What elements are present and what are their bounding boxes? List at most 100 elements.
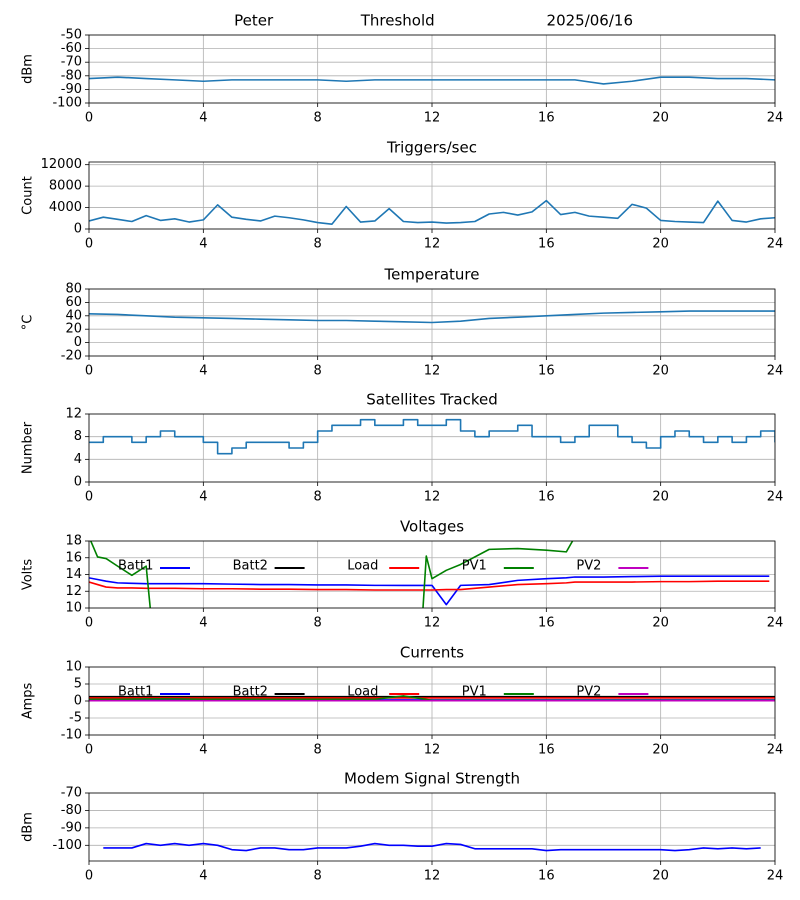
y-tick-label: 12 [65,584,82,599]
y-axis-label: Volts [21,559,36,591]
x-tick-label: 0 [85,237,93,252]
x-tick-label: 16 [538,364,555,379]
x-tick-label: 20 [652,869,669,884]
x-tick-label: 4 [199,869,207,884]
x-tick-label: 12 [424,869,441,884]
y-axis-label: dBm [21,812,36,842]
x-tick-label: 0 [85,364,93,379]
y-tick-label: -100 [52,838,82,853]
legend-label: Batt2 [233,559,268,574]
x-tick-label: 4 [199,616,207,631]
legend-label: PV2 [576,685,601,700]
data-line [89,418,775,455]
x-tick-label: 20 [652,364,669,379]
y-tick-label: 60 [65,295,82,310]
y-tick-label: -20 [61,349,82,364]
y-tick-label: -5 [69,711,82,726]
x-tick-label: 20 [652,490,669,505]
y-tick-label: 12000 [41,157,82,172]
y-tick-label: 8 [74,429,82,444]
y-axis-label: Number [21,421,36,474]
plot-area [89,76,775,85]
x-tick-label: 0 [85,490,93,505]
chart-title: Threshold [360,12,435,30]
x-tick-label: 20 [652,616,669,631]
x-tick-label: 24 [767,869,784,884]
plot-area [89,418,775,455]
x-tick-label: 8 [314,869,322,884]
y-tick-label: -10 [61,728,82,743]
y-tick-label: 18 [65,534,82,549]
y-axis-label: dBm [21,54,36,84]
x-tick-label: 0 [85,869,93,884]
x-tick-label: 12 [424,364,441,379]
y-tick-label: 16 [65,550,82,565]
plot-area [89,695,775,702]
axes-frame [88,161,776,230]
x-tick-label: 16 [538,490,555,505]
y-tick-label: 20 [65,322,82,337]
legend-label: PV1 [462,685,487,700]
y-tick-label: 10 [65,660,82,675]
x-tick-label: 12 [424,743,441,758]
x-tick-label: 24 [767,364,784,379]
y-tick-label: 12 [65,407,82,422]
data-line [89,310,775,324]
x-tick-label: 24 [767,237,784,252]
legend-label: Batt2 [233,685,268,700]
axes-frame [88,288,776,357]
data-line [89,199,775,225]
y-tick-label: -60 [61,41,82,56]
y-tick-label: 14 [65,567,82,582]
plot-area [89,199,775,225]
y-tick-label: 10 [65,601,82,616]
y-tick-label: -70 [61,786,82,801]
chart-title: Satellites Tracked [366,391,497,409]
x-tick-label: 8 [314,364,322,379]
x-tick-label: 4 [199,111,207,126]
x-tick-label: 4 [199,237,207,252]
y-axis-label: Amps [21,682,36,719]
y-tick-label: -70 [61,55,82,70]
legend-label: PV1 [462,559,487,574]
legend-label: PV2 [576,559,601,574]
x-tick-label: 8 [314,111,322,126]
panel: Satellites Tracked Number 0 4 8 12 16 20 24 0 4 8 12 [21,391,784,505]
plot-area [89,541,770,608]
plot-area [89,310,775,324]
x-tick-label: 20 [652,743,669,758]
y-tick-label: 4 [74,452,82,467]
axes-frame [88,413,776,483]
y-tick-label: -100 [52,96,82,111]
axes-frame [88,34,776,104]
x-tick-label: 16 [538,111,555,126]
y-axis-label: °C [21,315,36,331]
chart-title: 2025/06/16 [547,12,633,30]
legend-label: Load [347,559,378,574]
chart-title: Temperature [383,266,479,284]
chart-title: Currents [400,644,464,662]
y-tick-label: -50 [61,28,82,43]
y-tick-label: 4000 [49,200,82,215]
x-tick-label: 8 [314,237,322,252]
axes-frame [88,666,776,736]
x-tick-label: 20 [652,111,669,126]
x-tick-label: 0 [85,616,93,631]
legend-label: Batt1 [118,685,153,700]
x-tick-label: 24 [767,490,784,505]
y-tick-label: 80 [65,282,82,297]
y-tick-label: 0 [74,335,82,350]
y-tick-label: -90 [61,820,82,835]
x-tick-label: 4 [199,364,207,379]
legend-label: Batt1 [118,559,153,574]
x-tick-label: 0 [85,743,93,758]
x-tick-label: 0 [85,111,93,126]
panel: Currents Amps 0 4 8 12 16 20 24 -10 -5 0 5 10 Batt1 Bat… [21,644,784,758]
x-tick-label: 12 [424,616,441,631]
x-tick-label: 20 [652,237,669,252]
chart-title: Modem Signal Strength [344,770,520,788]
legend-label: Load [347,685,378,700]
x-tick-label: 12 [424,237,441,252]
y-tick-label: -80 [61,803,82,818]
